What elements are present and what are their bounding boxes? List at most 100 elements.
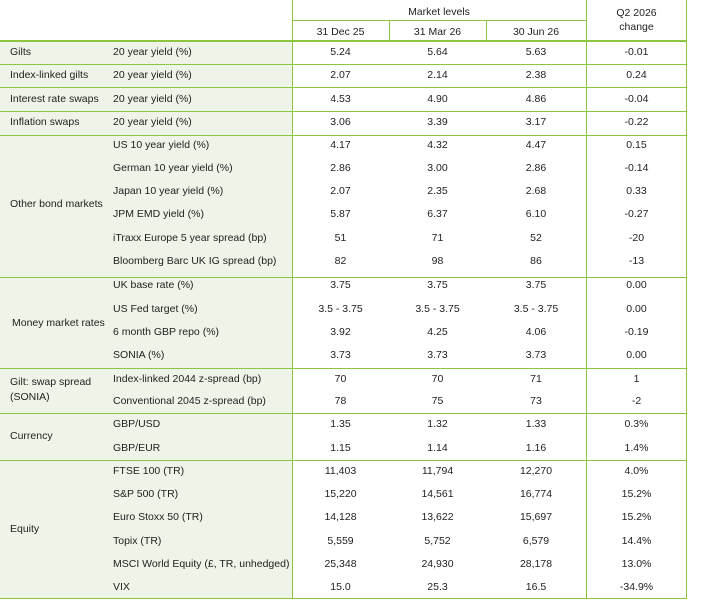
value-dec25: 1.35 [330,418,351,430]
value-jun26: 2.38 [525,69,547,81]
group-label-currency: Currency [10,430,53,442]
value-q2-change: 1.4% [624,442,649,454]
value-mar26: 2.35 [427,185,448,197]
group-label-equity: Equity [10,523,40,535]
rule-row [0,64,687,65]
row-label: JPM EMD yield (%) [113,208,205,220]
row-label: GBP/EUR [113,442,161,454]
value-jun26: 16.5 [525,581,547,593]
value-q2-change: 0.00 [626,279,647,291]
row-label: VIX [113,581,130,593]
table-row: Japan 10 year yield (%) 2.07 2.35 2.68 0… [0,180,686,203]
value-q2-change: -0.19 [624,326,649,338]
value-jun26: 6.10 [525,208,547,220]
value-jun26: 2.68 [525,185,547,197]
table-row: iTraxx Europe 5 year spread (bp) 51 71 5… [0,227,686,250]
value-jun26: 2.86 [525,162,547,174]
value-q2-change: 14.4% [621,535,652,547]
date-header-mar26: 31 Mar 26 [413,26,462,38]
value-dec25: 4.17 [330,139,351,151]
value-dec25: 3.75 [330,279,351,291]
value-mar26: 5,752 [424,535,451,547]
date-header-jun26: 30 Jun 26 [512,26,560,38]
table-row: Euro Stoxx 50 (TR) 14,128 13,622 15,697 … [0,506,686,529]
table-row: SONIA (%) 3.73 3.73 3.73 0.00 [0,344,686,367]
row-label: US 10 year yield (%) [113,139,210,151]
grid-vline-right [686,0,687,598]
row-category: Inflation swaps [10,116,80,128]
table-row: Topix (TR) 5,559 5,752 6,579 14.4% [0,530,686,553]
row-label: 6 month GBP repo (%) [113,326,220,338]
value-dec25: 1.15 [330,442,351,454]
group-label-money-market-rates: Money market rates [12,317,105,329]
table-row: JPM EMD yield (%) 5.87 6.37 6.10 -0.27 [0,203,686,226]
value-mar26: 2.14 [427,69,448,81]
table-row: Interest rate swaps 20 year yield (%) 4.… [0,88,686,111]
table-row: Index-linked gilts 20 year yield (%) 2.0… [0,64,686,87]
value-mar26: 14,561 [421,488,454,500]
rule-group [0,277,687,278]
value-dec25: 15,220 [324,488,357,500]
value-q2-change: 0.15 [626,139,647,151]
value-mar26: 75 [431,395,444,407]
value-dec25: 25,348 [324,558,357,570]
value-dec25: 4.53 [330,93,351,105]
q2-change-line2: change [619,21,654,33]
value-mar26: 3.73 [427,349,448,361]
value-q2-change: 0.00 [626,349,647,361]
value-mar26: 70 [431,373,444,385]
value-q2-change: 0.24 [626,69,647,81]
value-jun26: 52 [530,232,542,244]
q2-change-header: Q2 2026 change [587,6,686,34]
row-label: 20 year yield (%) [113,116,192,128]
table-row: GBP/EUR 1.15 1.14 1.16 1.4% [0,437,686,460]
row-category: Interest rate swaps [10,93,99,105]
group-label-gilt-swap-spread: Gilt: swap spread (SONIA) [10,375,91,405]
value-q2-change: 15.2% [621,488,652,500]
table-row: MSCI World Equity (£, TR, unhedged) 25,3… [0,553,686,576]
rule-bottom [0,598,687,599]
value-mar26: 25.3 [427,581,448,593]
rule-header-dates [292,20,587,21]
value-q2-change: 15.2% [621,511,652,523]
value-mar26: 5.64 [427,46,448,58]
value-mar26: 71 [431,232,444,244]
value-jun26: 15,697 [519,511,553,523]
value-q2-change: -34.9% [619,581,654,593]
value-dec25: 5.87 [330,208,351,220]
row-label: Japan 10 year yield (%) [113,185,224,197]
value-mar26: 3.75 [427,279,448,291]
value-jun26: 12,270 [519,465,553,477]
value-jun26: 6,579 [522,535,550,547]
value-mar26: 98 [431,255,444,267]
table-row: VIX 15.0 25.3 16.5 -34.9% [0,576,686,599]
rule-row [0,111,687,112]
value-dec25: 3.5 - 3.75 [318,303,363,315]
rule-row [0,87,687,88]
value-dec25: 14,128 [324,511,357,523]
row-category: Index-linked gilts [10,69,89,81]
rule-header-bottom [0,40,687,42]
grid-vline-header-1 [389,20,390,40]
value-jun26: 1.16 [525,442,547,454]
table-row: 6 month GBP repo (%) 3.92 4.25 4.06 -0.1… [0,321,686,344]
value-q2-change: -20 [628,232,645,244]
value-q2-change: -0.04 [624,93,649,105]
value-mar26: 6.37 [427,208,448,220]
row-label: German 10 year yield (%) [113,162,233,174]
table-row: UK base rate (%) 3.75 3.75 3.75 0.00 [0,274,686,297]
grid-vline-left [292,0,293,598]
grid-vline-header-2 [486,20,487,40]
value-mar26: 11,794 [421,465,454,477]
row-label: iTraxx Europe 5 year spread (bp) [113,232,267,244]
group-label-line1: Gilt: swap spread [10,376,92,388]
row-label: 20 year yield (%) [113,46,192,58]
value-jun26: 1.33 [525,418,547,430]
value-q2-change: -13 [628,255,645,267]
value-mar26: 1.32 [427,418,448,430]
table-row: GBP/USD 1.35 1.32 1.33 0.3% [0,413,686,436]
value-mar26: 24,930 [421,558,454,570]
value-dec25: 2.07 [330,185,351,197]
value-jun26: 4.06 [525,326,547,338]
group-label-other-bond-markets: Other bond markets [10,198,103,210]
